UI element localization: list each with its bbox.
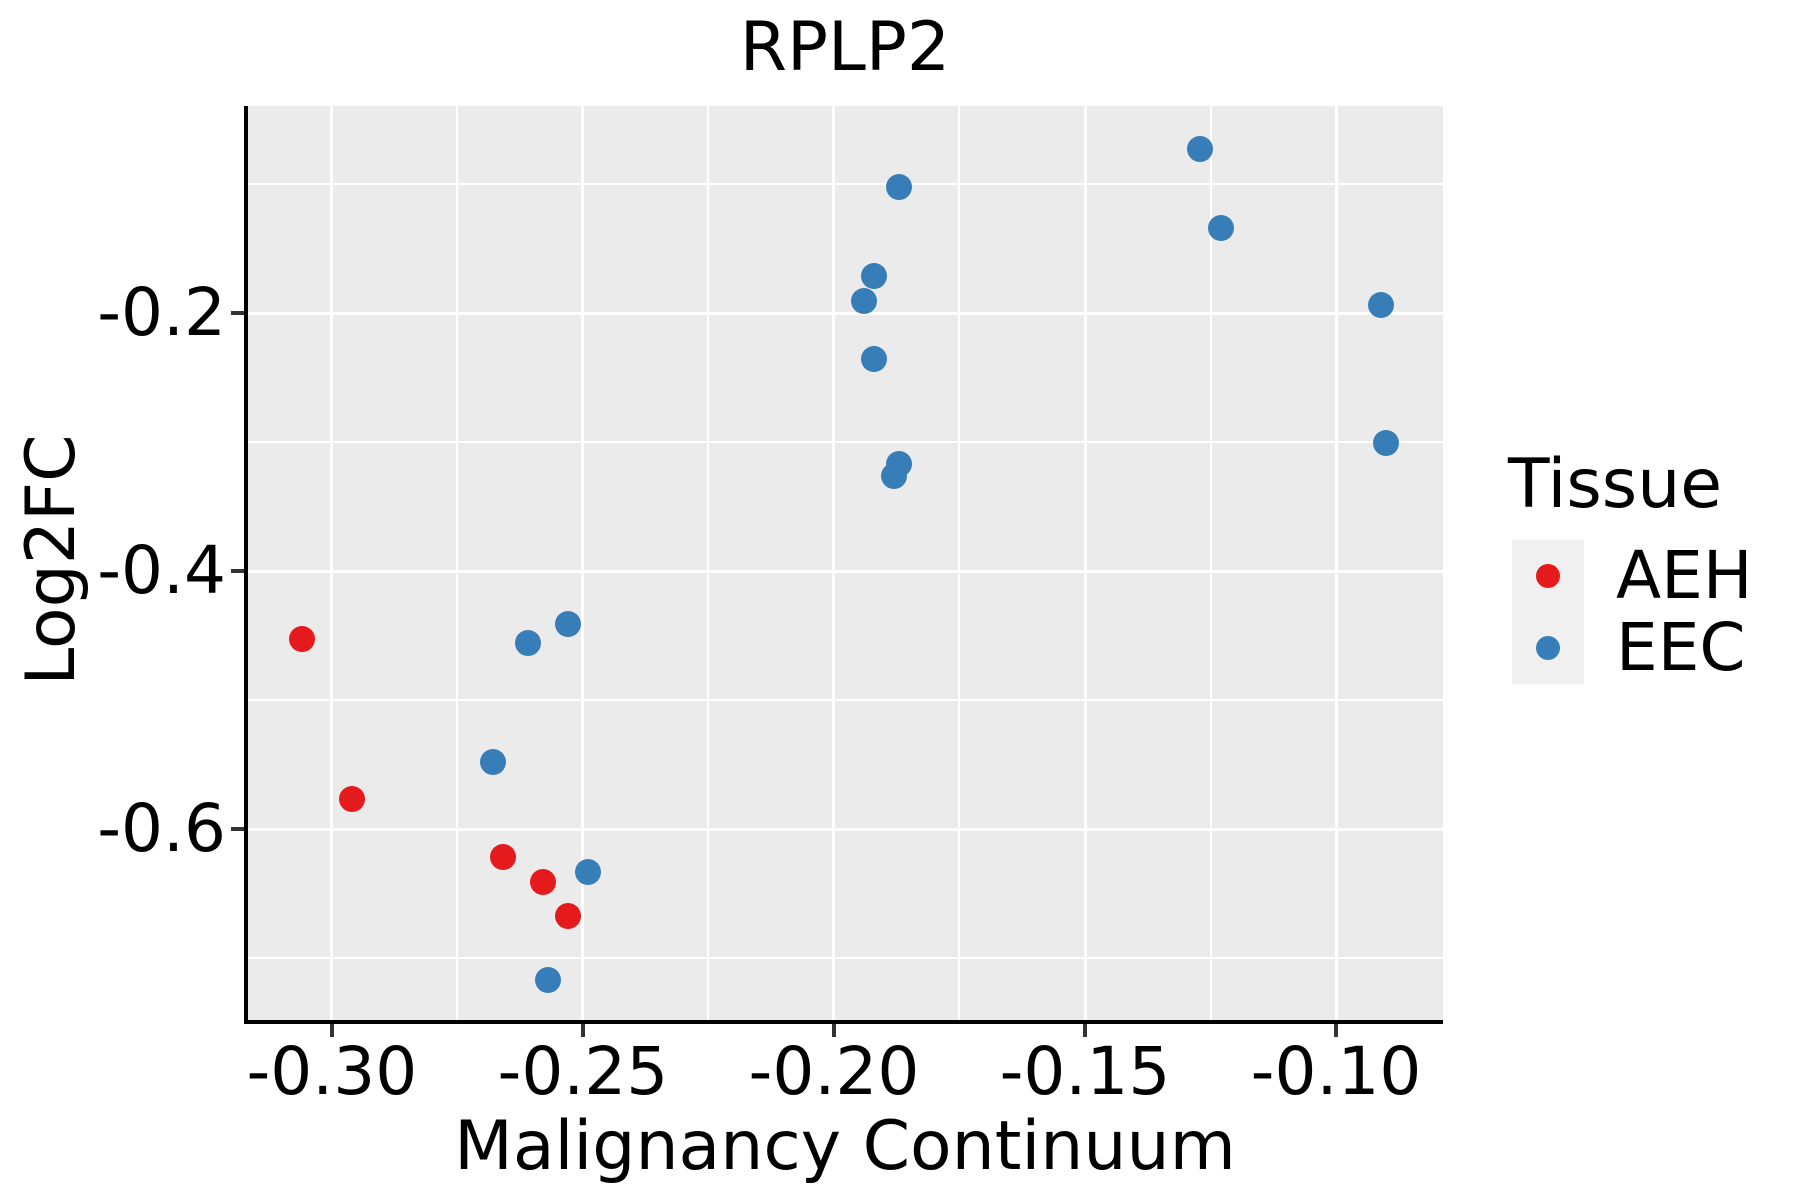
data-point-eec	[861, 346, 888, 373]
legend-key	[1512, 540, 1584, 612]
gridline-x-minor	[958, 106, 961, 1020]
x-tick-label: -0.20	[748, 1033, 920, 1110]
plot-panel	[248, 106, 1443, 1020]
data-point-eec	[1207, 214, 1234, 241]
legend-dot-eec	[1536, 636, 1560, 660]
gridline-y-major	[248, 569, 1443, 573]
legend-dot-aeh	[1536, 564, 1560, 588]
gridline-y-minor	[248, 183, 1443, 186]
data-point-aeh	[554, 902, 581, 929]
y-tick-label: -0.6	[97, 790, 226, 868]
legend-entry-aeh: AEH	[1512, 540, 1752, 612]
legend-title: Tissue	[1508, 445, 1723, 524]
x-tick	[580, 1024, 585, 1037]
gridline-x-major	[1083, 106, 1087, 1020]
data-point-eec	[554, 610, 581, 637]
legend-key	[1512, 612, 1584, 684]
y-tick	[231, 311, 244, 316]
data-point-eec	[881, 462, 908, 489]
legend-label: AEH	[1616, 537, 1753, 614]
x-tick	[831, 1024, 836, 1037]
legend: Tissue AEH EEC	[1508, 445, 1752, 684]
data-point-aeh	[489, 844, 516, 871]
plot-title: RPLP2	[739, 8, 951, 87]
x-tick-label: -0.30	[246, 1033, 418, 1110]
gridline-x-minor	[707, 106, 710, 1020]
x-tick-label: -0.10	[1250, 1033, 1422, 1110]
x-axis-line	[244, 1020, 1443, 1024]
gridline-y-major	[248, 827, 1443, 831]
data-point-eec	[851, 288, 878, 315]
y-tick	[231, 569, 244, 574]
data-point-eec	[861, 262, 888, 289]
x-tick-label: -0.15	[999, 1033, 1171, 1110]
data-point-eec	[514, 630, 541, 657]
gridline-x-major	[832, 106, 836, 1020]
data-point-aeh	[529, 868, 556, 895]
x-axis-title: Malignancy Continuum	[454, 1107, 1236, 1186]
data-point-eec	[1368, 292, 1395, 319]
y-axis-line	[244, 106, 248, 1024]
data-point-eec	[1187, 136, 1214, 163]
y-axis-title: Log2FC	[12, 434, 91, 686]
gridline-x-major	[1334, 106, 1338, 1020]
y-tick	[231, 827, 244, 832]
data-point-eec	[534, 967, 561, 993]
data-point-eec	[574, 858, 601, 885]
gridline-y-minor	[248, 957, 1443, 960]
y-tick-label: -0.2	[97, 274, 226, 352]
gridline-x-major	[581, 106, 585, 1020]
gridline-y-major	[248, 311, 1443, 315]
data-point-aeh	[288, 626, 315, 653]
gridline-x-minor	[1209, 106, 1212, 1020]
legend-label: EEC	[1616, 609, 1746, 686]
gridline-y-minor	[248, 699, 1443, 702]
x-tick	[329, 1024, 334, 1037]
gridline-x-minor	[456, 106, 459, 1020]
legend-entries: AEH EEC	[1512, 540, 1752, 684]
gridline-x-major	[330, 106, 334, 1020]
data-point-eec	[1373, 430, 1400, 457]
gridline-y-minor	[248, 441, 1443, 444]
legend-entry-eec: EEC	[1512, 612, 1752, 684]
data-point-eec	[886, 173, 913, 200]
data-point-eec	[479, 748, 506, 775]
x-tick	[1083, 1024, 1087, 1037]
y-tick-label: -0.4	[97, 532, 226, 610]
data-point-aeh	[338, 786, 365, 813]
x-tick	[1334, 1024, 1339, 1037]
x-tick-label: -0.25	[497, 1033, 669, 1110]
